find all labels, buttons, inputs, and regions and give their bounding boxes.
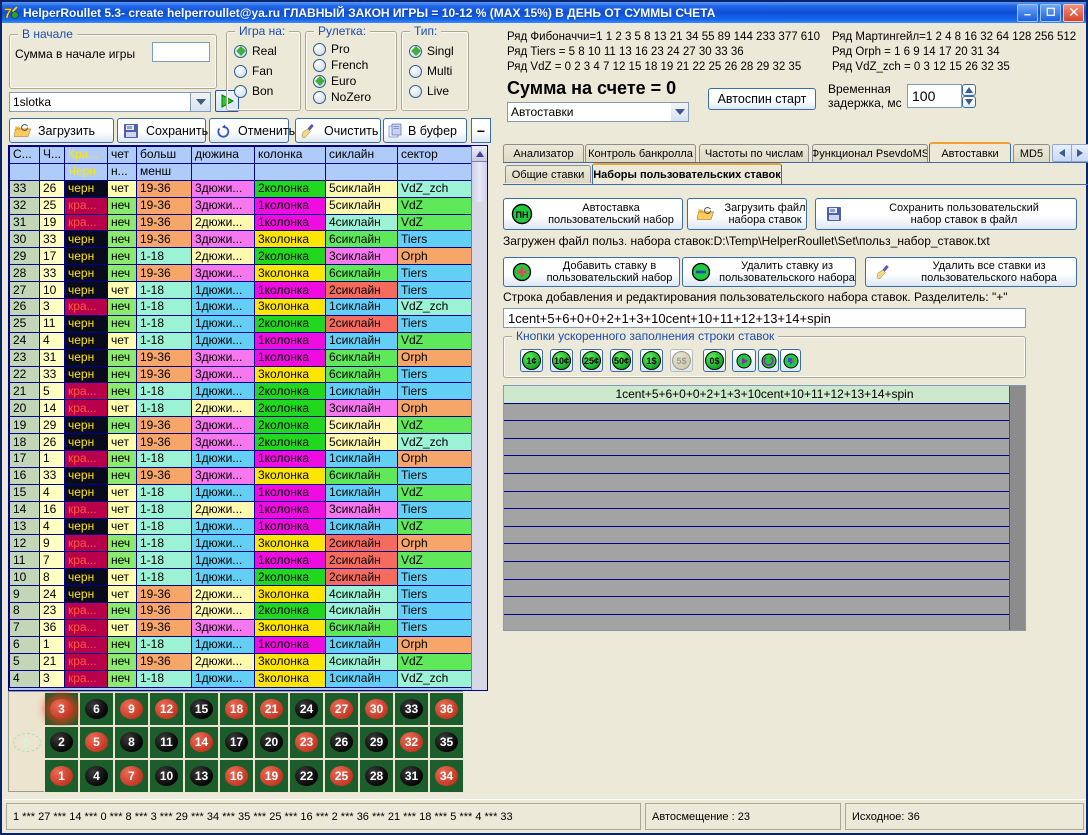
svg-text:ПН: ПН xyxy=(516,210,529,220)
svg-text:7: 7 xyxy=(4,5,12,21)
